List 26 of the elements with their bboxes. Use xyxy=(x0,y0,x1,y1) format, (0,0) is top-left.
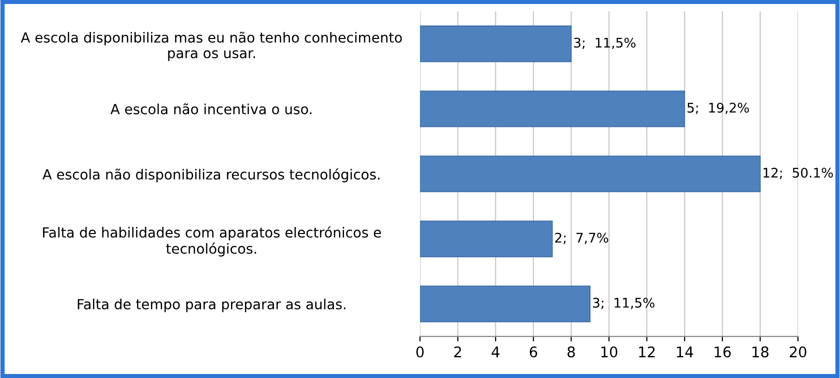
y-tick-label: A escola não disponibiliza recursos tecnológicos. xyxy=(42,168,380,182)
x-tick-label: 8 xyxy=(568,346,575,358)
x-tick-label: 16 xyxy=(714,346,731,358)
x-tick-label: 12 xyxy=(639,346,655,358)
x-tick-label: 14 xyxy=(676,346,694,358)
x-tick-label: 18 xyxy=(752,346,768,358)
annotation: 12; 50.1% xyxy=(764,168,833,180)
bar xyxy=(420,90,686,128)
y-tick-label: Falta de habilidades com aparatos electrónicos e tecnológicos. xyxy=(43,226,381,257)
y-tick-label: A escola não incentiva o uso. xyxy=(110,103,312,114)
annotation: 3; 11,5% xyxy=(574,38,636,50)
bar xyxy=(420,26,572,62)
x-tick-label: 20 xyxy=(790,346,806,358)
x-tick-label: 0 xyxy=(416,346,424,358)
bar xyxy=(420,286,591,322)
annotation: 3; 11,5% xyxy=(592,298,654,310)
bar xyxy=(420,220,553,258)
annotation: 5; 19,2% xyxy=(688,102,749,114)
x-tick-label: 10 xyxy=(601,346,618,358)
y-tick-label: A escola disponibiliza mas eu não tenho conhecimento para os usar. xyxy=(20,32,402,61)
x-tick-label: 2 xyxy=(454,346,461,358)
bar xyxy=(420,156,761,192)
y-tick-label: Falta de tempo para preparar as aulas. xyxy=(78,298,346,312)
x-tick-label: 4 xyxy=(492,346,500,358)
x-tick-label: 6 xyxy=(530,346,538,358)
annotation: 2; 7,7% xyxy=(555,232,608,244)
